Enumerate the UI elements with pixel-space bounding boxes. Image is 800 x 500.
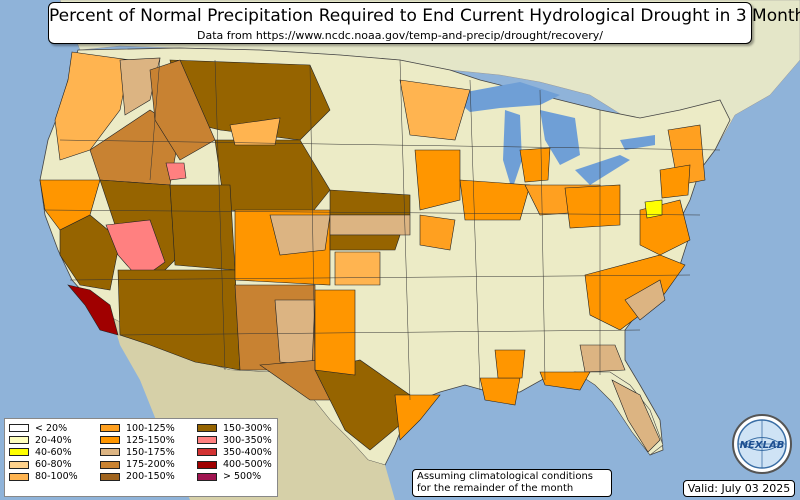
- legend-swatch: [9, 424, 29, 433]
- legend-item: > 500%: [197, 471, 272, 483]
- legend: < 20% 20-40% 40-60% 60-80% 80-100% 100-1…: [4, 418, 278, 497]
- legend-item: 40-60%: [9, 446, 78, 458]
- legend-swatch: [9, 436, 29, 445]
- legend-item: 150-175%: [100, 446, 175, 458]
- legend-label: > 500%: [223, 471, 262, 483]
- legend-label: 150-300%: [223, 422, 272, 434]
- drought-regions: [39, 51, 706, 453]
- legend-item: 100-125%: [100, 422, 175, 434]
- legend-swatch: [9, 448, 29, 457]
- legend-swatch: [100, 472, 120, 481]
- legend-label: 175-200%: [126, 459, 175, 471]
- legend-item: 175-200%: [100, 459, 175, 471]
- region-ok: [314, 289, 356, 376]
- region-mn: [399, 79, 471, 141]
- region-ut: [169, 184, 236, 271]
- region-ne-oh: [564, 184, 621, 229]
- note-line-1: Assuming climatological conditions: [417, 471, 593, 482]
- logo-text: NEXLAB: [740, 440, 785, 451]
- legend-label: 60-80%: [35, 459, 72, 471]
- legend-label: 300-350%: [223, 434, 272, 446]
- legend-item: 400-500%: [197, 459, 272, 471]
- legend-swatch: [197, 436, 217, 445]
- legend-column-3: 150-300% 300-350% 350-400% 400-500% > 50…: [197, 422, 272, 483]
- region-nj: [659, 164, 691, 199]
- legend-item: 80-100%: [9, 471, 78, 483]
- region-ca-central: [59, 214, 121, 291]
- legend-label: 20-40%: [35, 434, 72, 446]
- legend-swatch: [100, 448, 120, 457]
- region-mo: [419, 214, 456, 251]
- region-ia: [459, 179, 531, 221]
- legend-swatch: [197, 472, 217, 481]
- valid-date: Valid: July 03 2025: [683, 480, 795, 497]
- lake-erie: [575, 155, 630, 185]
- region-nm-tan: [274, 299, 316, 366]
- lake-superior: [450, 82, 560, 112]
- legend-item: 125-150%: [100, 434, 175, 446]
- region-fl: [611, 379, 661, 453]
- legend-label: 350-400%: [223, 446, 272, 458]
- lake-michigan: [503, 110, 522, 190]
- legend-column-2: 100-125% 125-150% 150-175% 175-200% 200-…: [100, 422, 175, 483]
- legend-swatch: [197, 460, 217, 469]
- region-ks: [329, 214, 411, 236]
- legend-item: 200-150%: [100, 471, 175, 483]
- region-ks2: [329, 234, 401, 251]
- title-box: Percent of Normal Precipitation Required…: [48, 2, 800, 44]
- legend-label: 40-60%: [35, 446, 72, 458]
- legend-label: 150-175%: [126, 446, 175, 458]
- legend-label: 400-500%: [223, 459, 272, 471]
- legend-label: 125-150%: [126, 434, 175, 446]
- legend-item: 350-400%: [197, 446, 272, 458]
- region-or: [89, 109, 181, 186]
- legend-label: 100-125%: [126, 422, 175, 434]
- lake-ontario: [620, 135, 655, 150]
- legend-swatch: [100, 460, 120, 469]
- region-md-yellow: [644, 199, 663, 219]
- legend-label: 200-150%: [126, 471, 175, 483]
- legend-swatch: [197, 448, 217, 457]
- region-sc: [624, 279, 666, 321]
- region-tx-central: [314, 359, 411, 451]
- region-ut-pink: [165, 162, 187, 181]
- assumption-note: Assuming climatological conditions for t…: [412, 469, 612, 497]
- legend-swatch: [100, 424, 120, 433]
- nexlab-logo: NEXLAB: [732, 414, 792, 474]
- map-title: Percent of Normal Precipitation Required…: [49, 6, 800, 26]
- region-ms: [494, 349, 526, 379]
- region-ca-south: [67, 284, 119, 336]
- legend-item: 60-80%: [9, 459, 78, 471]
- legend-swatch: [9, 472, 29, 481]
- lake-huron: [540, 110, 580, 165]
- legend-swatch: [100, 436, 120, 445]
- legend-item: 20-40%: [9, 434, 78, 446]
- map-subtitle: Data from https://www.ncdc.noaa.gov/temp…: [197, 29, 603, 42]
- legend-label: < 20%: [35, 422, 68, 434]
- legend-label: 80-100%: [35, 471, 78, 483]
- note-line-2: for the remainder of the month: [417, 483, 574, 494]
- region-co-tan: [269, 214, 331, 256]
- legend-item: 300-350%: [197, 434, 272, 446]
- state-borders: [44, 57, 721, 401]
- legend-swatch: [9, 460, 29, 469]
- legend-swatch: [197, 424, 217, 433]
- region-ga: [579, 344, 626, 373]
- region-tx-coast: [394, 394, 441, 441]
- legend-item: 150-300%: [197, 422, 272, 434]
- region-wi: [414, 149, 461, 211]
- legend-column-1: < 20% 20-40% 40-60% 60-80% 80-100%: [9, 422, 78, 483]
- region-mi-tan: [519, 147, 551, 183]
- region-id: [149, 59, 216, 161]
- region-sd: [229, 117, 281, 146]
- legend-item: < 20%: [9, 422, 78, 434]
- region-ks3: [334, 251, 381, 286]
- region-fl-panhandle: [539, 371, 591, 391]
